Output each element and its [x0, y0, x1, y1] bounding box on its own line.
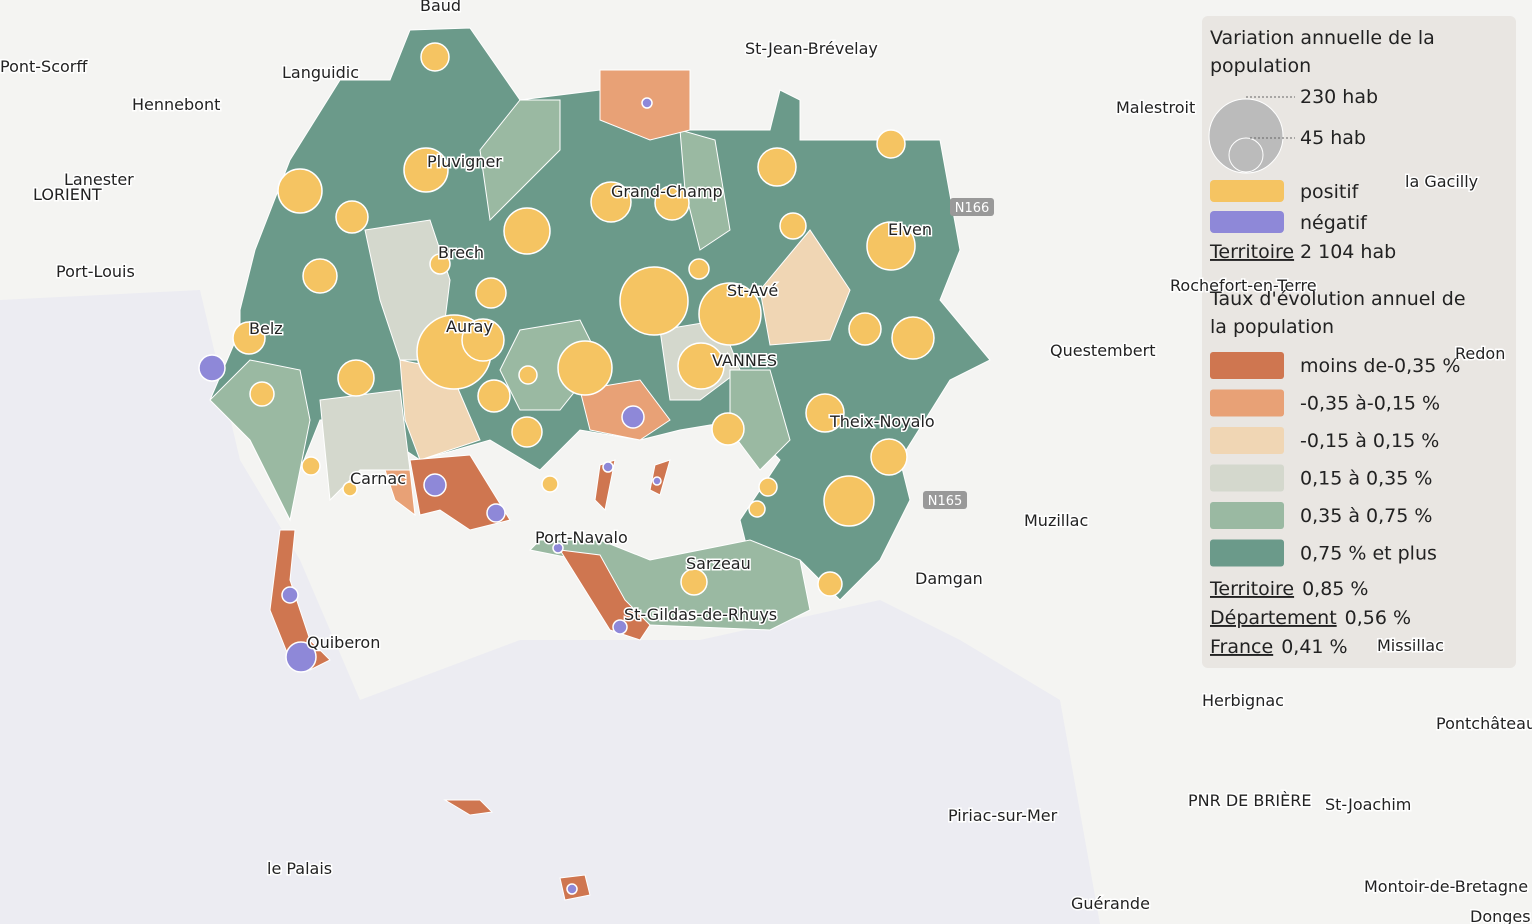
place-label: Donges: [1470, 907, 1531, 924]
place-label: Port-Navalo: [535, 528, 628, 547]
place-label: Redon: [1455, 344, 1505, 363]
legend-swatch: [1210, 352, 1284, 379]
place-label: Grand-Champ: [611, 182, 723, 201]
place-label: Montoir-de-Bretagne: [1364, 877, 1528, 896]
place-label: Questembert: [1050, 341, 1155, 360]
legend-label: positif: [1300, 181, 1360, 203]
place-label: Muzillac: [1024, 511, 1088, 530]
legend-swatch: [1210, 502, 1284, 529]
legend-label: 45 hab: [1300, 127, 1366, 149]
place-label: la Gacilly: [1405, 172, 1478, 191]
legend-label: négatif: [1300, 212, 1368, 234]
legend-swatch: [1210, 464, 1284, 492]
place-label: Guérande: [1071, 894, 1150, 913]
legend-circle: [1208, 98, 1284, 174]
place-label: Belz: [249, 319, 283, 338]
place-label: Port-Louis: [56, 262, 135, 281]
place-label: Baud: [420, 0, 461, 15]
place-label: St-Avé: [727, 281, 778, 300]
legend-swatch: [1210, 389, 1284, 417]
place-label: Pont-Scorff: [0, 57, 88, 76]
legend-stat-label: Territoire: [1209, 241, 1294, 263]
place-label: Elven: [888, 220, 932, 239]
legend-label: -0,35 à-0,15 %: [1300, 393, 1440, 415]
legend-label: 0,35 à 0,75 %: [1300, 505, 1432, 527]
legend-label: 230 hab: [1300, 86, 1378, 108]
place-label: LORIENT: [33, 185, 102, 204]
legend-stat-label: France: [1210, 636, 1273, 658]
place-label: Sarzeau: [686, 554, 751, 573]
place-label: Brech: [438, 243, 484, 262]
legend-stat-label: Département: [1210, 607, 1337, 629]
place-label: VANNES: [712, 351, 777, 370]
place-label: Pluvigner: [427, 152, 502, 171]
place-label: Carnac: [350, 469, 406, 488]
road-shield: [923, 491, 967, 509]
place-label: Languidic: [282, 63, 359, 82]
place-label: St-Jean-Brévelay: [745, 39, 878, 58]
place-label: Herbignac: [1202, 691, 1284, 710]
bubbles: [198, 42, 935, 895]
place-label: PNR DE BRIÈRE: [1188, 791, 1311, 810]
place-label: Piriac-sur-Mer: [948, 806, 1058, 825]
legend-title: Variation annuelle de la population: [1210, 27, 1441, 77]
place-label: Auray: [446, 317, 493, 336]
place-label: Rochefort-en-Terre: [1170, 276, 1317, 295]
road-shield: [950, 198, 994, 216]
legend-swatch: [1210, 211, 1284, 233]
legend-label: -0,15 à 0,15 %: [1300, 430, 1439, 452]
place-label: Pontchâteau: [1436, 714, 1532, 733]
place-label: St-Joachim: [1325, 795, 1411, 814]
legend-stat-value: 0,41 %: [1281, 636, 1347, 658]
place-label: le Palais: [267, 859, 332, 878]
road-label: N166: [955, 201, 990, 216]
legend-stat-value: 0,56 %: [1345, 607, 1411, 629]
place-label: Damgan: [915, 569, 983, 588]
road-label: N165: [928, 494, 963, 509]
place-label: Hennebont: [132, 95, 220, 114]
legend-stat-label: Territoire: [1209, 578, 1294, 600]
place-label: Malestroit: [1116, 98, 1195, 117]
legend-title: Taux d'évolution annuel de la population: [1209, 288, 1472, 338]
place-label: Quiberon: [307, 633, 380, 652]
legend-stat-value: 2 104 hab: [1300, 241, 1396, 263]
legend-stat-value: 0,85 %: [1302, 578, 1368, 600]
place-label: St-Gildas-de-Rhuys: [624, 605, 777, 624]
legend-label: moins de-0,35 %: [1300, 355, 1460, 377]
legend-label: 0,75 % et plus: [1300, 543, 1437, 565]
sea: [0, 290, 1100, 924]
legend-label: 0,15 à 0,35 %: [1300, 468, 1432, 490]
place-label: Missillac: [1377, 636, 1444, 655]
legend-swatch: [1210, 180, 1284, 202]
place-label: Theix-Noyalo: [829, 412, 935, 431]
legend-swatch: [1210, 427, 1284, 454]
legend-circle: [1228, 137, 1264, 173]
place-label: Lanester: [64, 170, 134, 189]
legend-swatch: [1210, 539, 1284, 567]
